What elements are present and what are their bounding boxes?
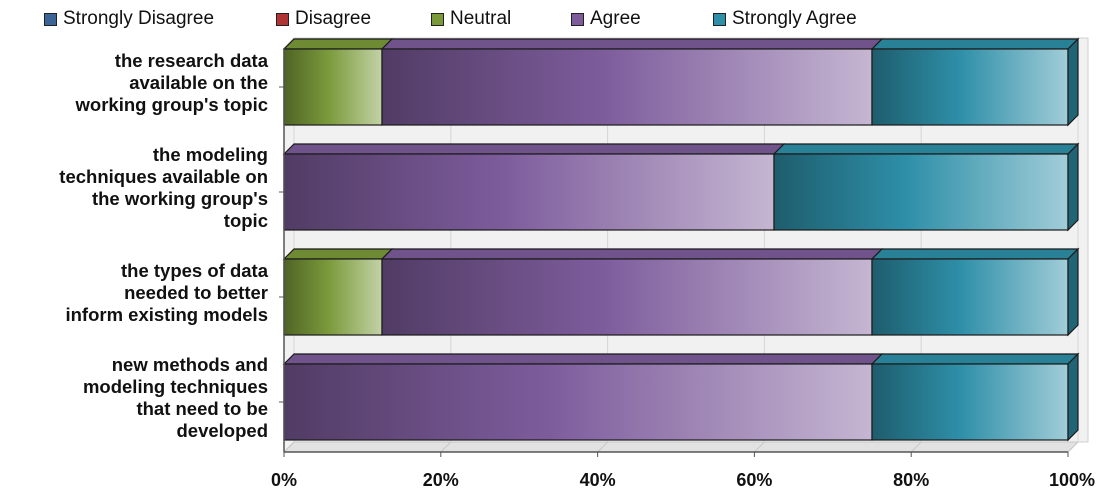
bar-segment-strongly-agree: [772, 142, 1080, 232]
bar-segment-strongly-agree: [870, 352, 1080, 442]
category-label-line: the modeling: [152, 144, 268, 165]
gridline-floor: [597, 441, 608, 453]
legend-item-disagree: Disagree: [276, 6, 371, 32]
category-label-line: inform existing models: [65, 304, 268, 325]
category-label: the research data available on the working…: [76, 50, 268, 116]
legend-item-strongly-disagree: Strongly Disagree: [44, 6, 214, 32]
category-label: the modeling techniques available on the w…: [59, 144, 268, 232]
legend-swatch: [276, 12, 289, 26]
legend-swatch: [431, 12, 444, 26]
value-axis-tick-label: 0%: [270, 470, 298, 490]
category-label-line: techniques available on: [59, 166, 268, 187]
category-label-line: topic: [223, 210, 268, 231]
legend-item-neutral: Neutral: [431, 6, 511, 32]
gridline-floor: [283, 441, 295, 453]
legend-swatch: [571, 12, 584, 26]
category-label-line: working group's topic: [75, 94, 268, 115]
plot-floor: [282, 441, 1080, 453]
gridline-floor: [440, 441, 452, 453]
bar-segment-agree: [282, 353, 884, 441]
legend-label: Strongly Agree: [732, 8, 857, 29]
bar-segment-neutral: [282, 38, 394, 126]
value-axis-tick-label: 60%: [736, 470, 773, 490]
category-label-line: new methods and: [111, 354, 268, 375]
bar-segment-strongly-agree: [870, 247, 1080, 337]
legend-label: Agree: [590, 8, 641, 29]
legend-swatch: [713, 12, 726, 26]
legend-item-strongly-agree: Strongly Agree: [713, 6, 857, 32]
value-axis-tick-label: 80%: [893, 470, 930, 490]
category-label-line: needed to better: [124, 282, 268, 303]
legend-item-agree: Agree: [571, 6, 641, 32]
category-label: the types of data needed to better inform …: [65, 260, 268, 326]
bar-segment-agree: [380, 38, 884, 126]
bar-segment-strongly-agree: [870, 37, 1080, 127]
category-label-line: available on the: [129, 72, 268, 93]
legend-label: Disagree: [295, 8, 372, 29]
bar-segment-agree: [380, 248, 884, 336]
legend-label: Strongly Disagree: [63, 8, 215, 29]
category-label-line: that need to be: [136, 398, 268, 419]
category-label-line: developed: [176, 420, 269, 441]
category-label-line: the working group's: [91, 188, 268, 209]
category-label-line: the types of data: [121, 260, 268, 281]
gridline-floor: [1067, 441, 1079, 453]
bar-segment-neutral: [282, 248, 394, 336]
value-axis-tick-label: 20%: [422, 470, 459, 490]
category-label-line: modeling techniques: [82, 376, 268, 397]
legend-label: Neutral: [450, 8, 512, 29]
category-label-line: the research data: [114, 50, 268, 71]
value-axis-tick-label: 100%: [1048, 470, 1096, 490]
gridline-floor: [910, 441, 922, 453]
category-label: new methods and modeling techniques that n…: [83, 354, 268, 442]
legend-swatch: [44, 12, 57, 26]
bar-segment-agree: [282, 143, 786, 231]
value-axis-tick-label: 40%: [579, 470, 616, 490]
gridline-floor: [754, 441, 765, 453]
